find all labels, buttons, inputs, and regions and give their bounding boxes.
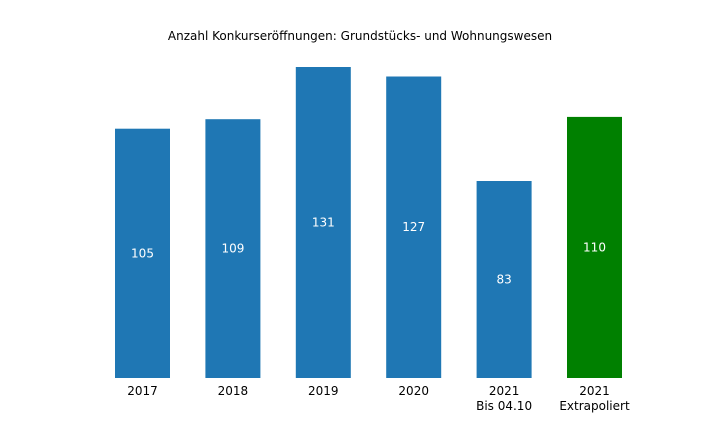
data-label-2: 131 (312, 216, 335, 230)
x-tick-label-3-0: 2020 (398, 384, 429, 398)
bar-3 (386, 76, 442, 378)
bar-2 (295, 67, 351, 378)
x-tick-label-4-1: Bis 04.10 (476, 399, 532, 413)
data-labels-group: 105 109 131 127 83 110 (131, 216, 606, 287)
chart-title: Anzahl Konkurseröffnungen: Grundstücks- … (168, 29, 552, 43)
data-label-3: 127 (402, 220, 425, 234)
x-tick-label-1-0: 2018 (218, 384, 249, 398)
bar-4 (476, 181, 532, 378)
x-tick-label-0-0: 2017 (127, 384, 158, 398)
bar-0 (115, 128, 170, 378)
x-tick-label-2-0: 2019 (308, 384, 339, 398)
bars-group (115, 67, 622, 379)
x-tick-label-4-0: 2021 (489, 384, 520, 398)
x-tick-label-5-0: 2021 (579, 384, 610, 398)
bar-5 (567, 116, 622, 379)
data-label-0: 105 (131, 246, 154, 260)
x-tick-label-5-1: Extrapoliert (559, 399, 630, 413)
data-label-4: 83 (496, 273, 511, 287)
data-label-1: 109 (221, 242, 244, 256)
data-label-5: 110 (583, 240, 606, 254)
bar-1 (205, 119, 261, 378)
